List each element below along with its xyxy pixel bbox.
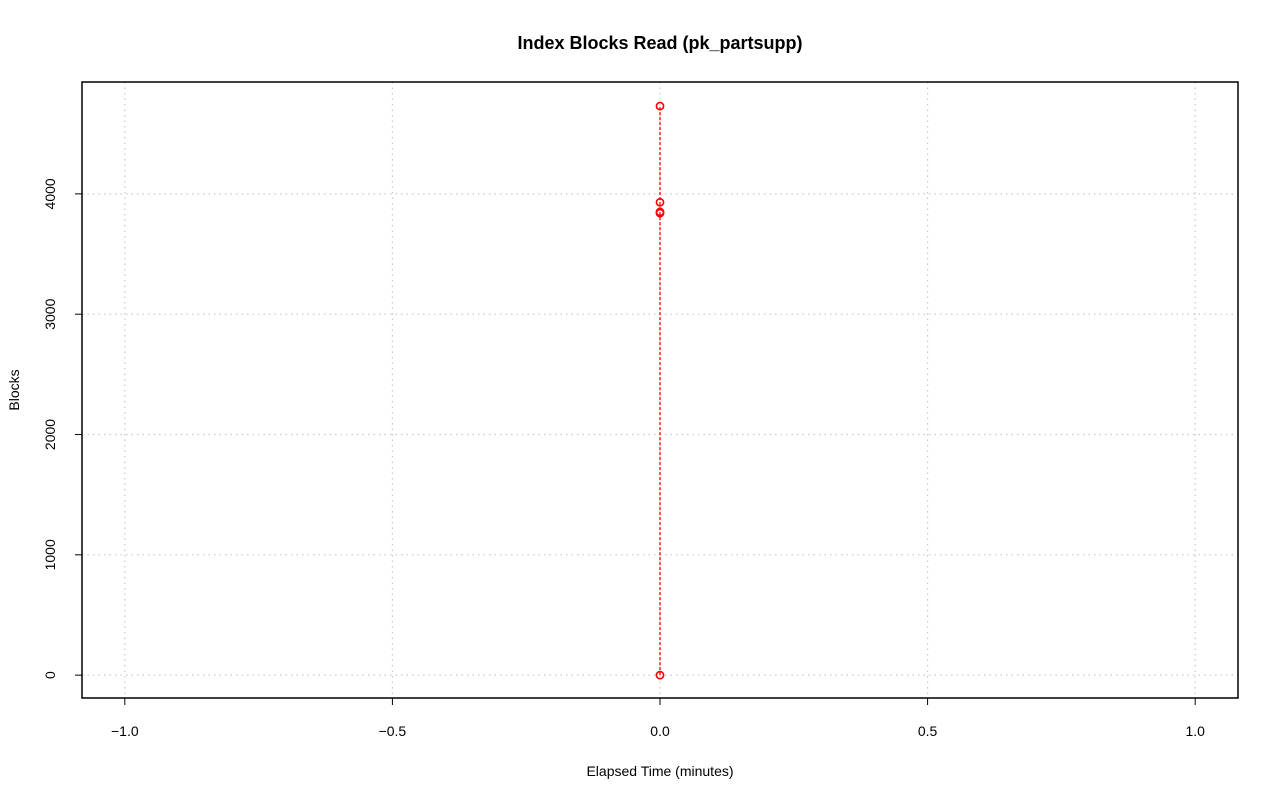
data-point [655, 207, 665, 217]
data-point [655, 670, 665, 680]
x-tick-label: −0.5 [379, 723, 407, 739]
y-tick-label: 3000 [42, 298, 58, 329]
x-tick-label: 0.5 [918, 723, 938, 739]
x-axis-label: Elapsed Time (minutes) [586, 763, 733, 779]
y-tick-label: 0 [42, 671, 58, 679]
y-axis-label: Blocks [6, 369, 22, 410]
data-point [655, 197, 665, 207]
y-tick-label: 4000 [42, 178, 58, 209]
y-axis: 0 1000 2000 3000 4000 [42, 178, 83, 679]
chart-title: Index Blocks Read (pk_partsupp) [517, 33, 802, 53]
x-tick-label: 1.0 [1185, 723, 1205, 739]
y-tick-label: 2000 [42, 419, 58, 450]
x-tick-label: 0.0 [650, 723, 670, 739]
x-axis: −1.0 −0.5 0.0 0.5 1.0 [111, 697, 1205, 739]
y-tick-label: 1000 [42, 539, 58, 570]
series [655, 101, 665, 680]
data-point [655, 101, 665, 111]
x-tick-label: −1.0 [111, 723, 139, 739]
